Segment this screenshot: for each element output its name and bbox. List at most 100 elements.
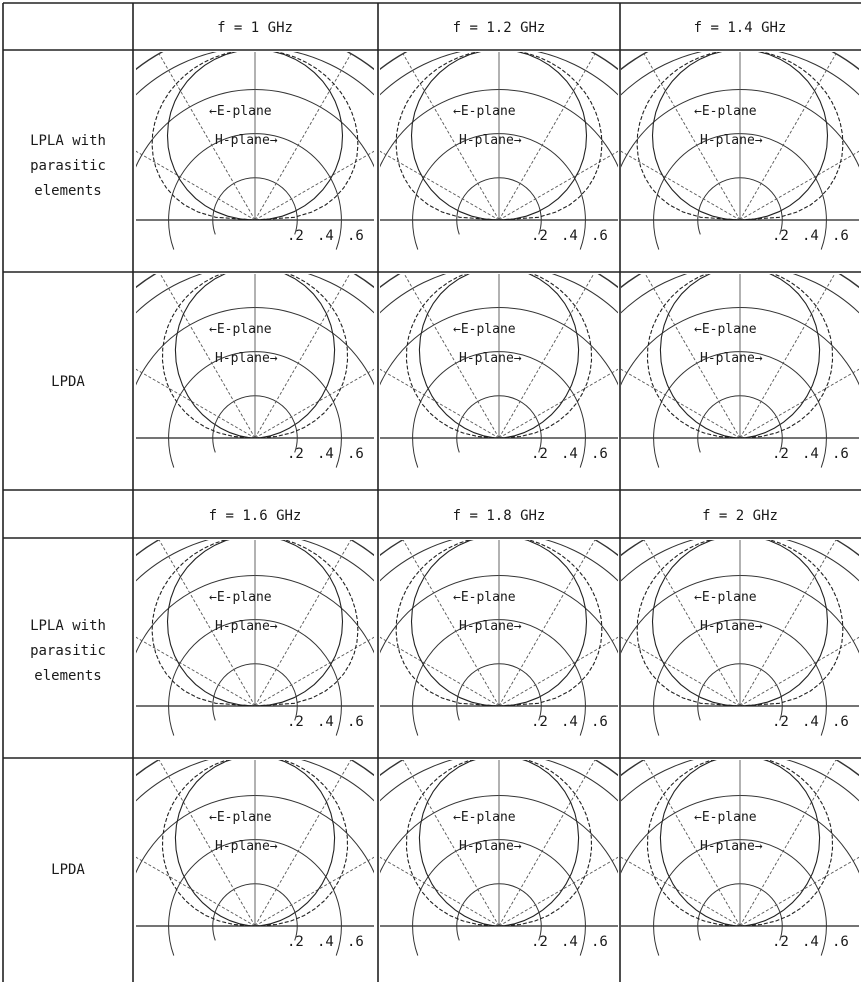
row-label-line: LPDA	[51, 862, 85, 878]
pattern-curve	[636, 52, 844, 221]
pattern-curve	[646, 274, 834, 439]
e-plane-label: ←E-plane	[209, 810, 272, 825]
polar-grid	[621, 760, 859, 956]
h-plane-label: H-plane→	[700, 619, 763, 634]
pattern-curve	[395, 52, 603, 221]
e-plane-label: ←E-plane	[209, 322, 272, 337]
polar-spoke	[254, 540, 352, 707]
row-label-lpla-2: LPLA with parasitic elements	[30, 618, 106, 684]
polar-grid	[136, 274, 374, 468]
polar-plot-panel: ←E-plane H-plane→ .2 .4 .6	[136, 52, 374, 250]
polar-spoke	[136, 150, 256, 221]
polar-spoke	[739, 540, 837, 707]
frequency-header: f = 1 GHz	[217, 20, 293, 36]
polar-plot-panel: ←E-plane H-plane→ .2 .4 .6	[621, 52, 859, 250]
polar-spoke	[158, 540, 256, 707]
radial-tick-label: .6	[347, 446, 364, 462]
pattern-curve	[405, 760, 593, 927]
radial-tick-label: .2	[287, 446, 304, 462]
polar-grid	[621, 540, 859, 736]
pattern-curve	[405, 274, 593, 439]
e-plane-label: ←E-plane	[694, 810, 757, 825]
radial-tick-label: .2	[772, 446, 789, 462]
polar-spoke	[254, 760, 352, 927]
radial-tick-label: .6	[591, 446, 608, 462]
row-label-line: LPLA with	[30, 133, 106, 149]
polar-spoke	[498, 274, 595, 439]
pattern-curve	[636, 540, 844, 707]
polar-spoke	[402, 540, 500, 707]
radial-tick-label: .4	[317, 228, 334, 244]
pattern-curve	[151, 52, 359, 221]
polar-spoke	[254, 53, 352, 221]
polar-plot-panel: ←E-plane H-plane→ .2 .4 .6	[621, 540, 859, 736]
radial-tick-label: .6	[832, 228, 849, 244]
polar-range-ring	[621, 540, 859, 557]
radial-tick-label: .2	[531, 934, 548, 950]
pattern-curve	[166, 52, 344, 221]
polar-plot-panel: ←E-plane H-plane→ .2 .4 .6	[621, 760, 859, 956]
radial-tick-label: .4	[317, 714, 334, 730]
polar-plot-panel: ←E-plane H-plane→ .2 .4 .6	[621, 274, 859, 468]
radial-tick-label: .4	[802, 228, 819, 244]
frequency-header: f = 1.6 GHz	[209, 508, 302, 524]
polar-spoke	[739, 760, 837, 927]
h-plane-label: H-plane→	[459, 619, 522, 634]
pattern-curve	[166, 540, 344, 707]
polar-spoke	[159, 274, 256, 439]
polar-grid	[621, 52, 859, 250]
radial-tick-label: .6	[832, 446, 849, 462]
pattern-curve	[651, 52, 829, 221]
pattern-curve	[659, 274, 821, 439]
e-plane-label: ←E-plane	[694, 322, 757, 337]
polar-grid	[380, 52, 618, 250]
polar-spoke	[498, 636, 618, 707]
polar-grid	[136, 540, 374, 736]
row-label-line: parasitic	[30, 158, 106, 174]
pattern-curve	[174, 274, 336, 439]
h-plane-label: H-plane→	[459, 839, 522, 854]
radial-tick-label: .2	[287, 228, 304, 244]
polar-spoke	[136, 368, 256, 439]
polar-spoke	[621, 368, 741, 439]
polar-spoke	[380, 368, 500, 439]
polar-spoke	[498, 540, 596, 707]
radial-tick-label: .4	[317, 446, 334, 462]
h-plane-label: H-plane→	[700, 133, 763, 148]
polar-spoke	[739, 636, 859, 707]
polar-spoke	[403, 274, 500, 439]
polar-spoke	[739, 274, 836, 439]
pattern-curve	[418, 274, 580, 439]
header-row-2: f = 1.6 GHz f = 1.8 GHz f = 2 GHz	[209, 508, 778, 524]
radial-tick-label: .6	[591, 714, 608, 730]
radial-tick-label: .6	[832, 714, 849, 730]
frequency-header: f = 2 GHz	[702, 508, 778, 524]
h-plane-label: H-plane→	[700, 351, 763, 366]
polar-spoke	[136, 856, 256, 927]
frequency-header: f = 1.4 GHz	[694, 20, 787, 36]
polar-spoke	[643, 540, 741, 707]
polar-spoke	[498, 53, 596, 221]
polar-spoke	[380, 856, 500, 927]
polar-range-ring	[621, 274, 859, 289]
polar-spoke	[739, 368, 859, 439]
polar-grid	[380, 274, 618, 468]
polar-plot-panel: ←E-plane H-plane→ .2 .4 .6	[380, 52, 618, 250]
polar-plot-panel: ←E-plane H-plane→ .2 .4 .6	[380, 540, 618, 736]
polar-spoke	[621, 636, 741, 707]
radial-tick-label: .4	[802, 934, 819, 950]
row-label-lpla-1: LPLA with parasitic elements	[30, 133, 106, 199]
h-plane-label: H-plane→	[215, 839, 278, 854]
polar-spoke	[254, 150, 374, 221]
h-plane-label: H-plane→	[215, 619, 278, 634]
polar-plots: ←E-plane H-plane→ .2 .4 .6 ←E-plane H-plane→ .2…	[136, 52, 859, 956]
polar-spoke	[254, 856, 374, 927]
pattern-curve	[395, 540, 603, 707]
radial-tick-label: .6	[591, 934, 608, 950]
row-label-line: parasitic	[30, 643, 106, 659]
polar-spoke	[498, 856, 618, 927]
polar-plot-panel: ←E-plane H-plane→ .2 .4 .6	[136, 274, 374, 468]
e-plane-label: ←E-plane	[694, 104, 757, 119]
pattern-curve	[161, 760, 349, 927]
